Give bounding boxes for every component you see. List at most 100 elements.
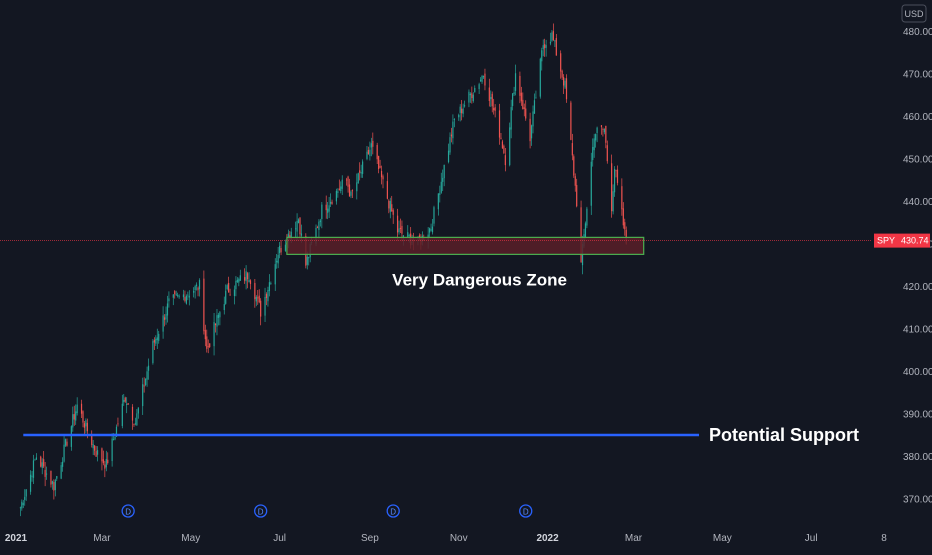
candle-body — [143, 385, 145, 387]
candle-body — [341, 179, 343, 189]
candle-body — [509, 127, 511, 166]
candle-body — [258, 295, 260, 303]
candle-body — [274, 264, 276, 285]
candle-body — [539, 58, 541, 97]
candle-body — [447, 150, 450, 163]
dangerous-zone-label: Very Dangerous Zone — [392, 270, 567, 289]
candle-body — [576, 185, 578, 207]
candle-body — [112, 438, 115, 440]
candle-body — [168, 298, 170, 302]
last-price-tag: SPY 430.74 — [874, 233, 930, 248]
candle-body — [206, 336, 208, 349]
currency-badge[interactable] — [901, 4, 927, 23]
candle-body — [249, 280, 252, 284]
candle-body — [329, 201, 332, 204]
x-tick-label: Mar — [625, 533, 643, 544]
candle-body — [522, 99, 524, 110]
candle-body — [21, 501, 23, 509]
candle-body — [217, 314, 220, 318]
candle-body — [580, 207, 582, 263]
candle-body — [95, 451, 97, 457]
candle-body — [603, 128, 605, 133]
candle-body — [602, 129, 604, 130]
candle-body — [348, 184, 351, 197]
candle-body — [325, 204, 327, 211]
candle-body — [114, 436, 116, 440]
candle-body — [468, 91, 470, 103]
candle-body — [203, 278, 205, 332]
candle-body — [188, 295, 190, 298]
candle-body — [172, 294, 174, 298]
candle-body — [134, 423, 137, 425]
candle-body — [104, 464, 106, 469]
candle-body — [284, 244, 287, 251]
candle-body — [461, 108, 463, 114]
candle-body — [66, 441, 68, 446]
candle-body — [592, 146, 594, 161]
candle-body — [213, 322, 215, 347]
candle-body — [535, 97, 537, 99]
candle-body — [523, 107, 525, 109]
x-tick-label: Nov — [450, 533, 468, 544]
candle-body — [70, 426, 72, 447]
candle-body — [198, 280, 201, 290]
candle-body — [388, 200, 390, 209]
dividend-marker[interactable] — [121, 504, 135, 518]
dividend-marker[interactable] — [386, 504, 400, 518]
candle-body — [214, 323, 217, 326]
y-tick-label: 420.00 — [903, 282, 932, 293]
dividend-marker[interactable] — [519, 504, 533, 518]
candle-body — [396, 215, 399, 233]
dividend-marker[interactable] — [254, 504, 268, 518]
candle-body — [233, 289, 236, 296]
candle-body — [19, 507, 21, 509]
candle-body — [280, 248, 282, 253]
candle-body — [584, 223, 587, 238]
y-axis[interactable]: 370.00 380.00 390.00 400.00 410.00 420.00 430.… — [903, 27, 932, 506]
x-axis[interactable]: 2021 Mar May Jul Sep Nov 2022 Mar May Jul 8 — [5, 533, 887, 544]
candle-body — [321, 204, 323, 219]
candle-body — [44, 469, 46, 477]
candle-body — [239, 275, 241, 281]
candle-body — [337, 191, 339, 193]
candle-body — [562, 77, 565, 86]
candle-body — [279, 245, 281, 253]
candle-body — [166, 303, 169, 316]
candle-body — [386, 181, 388, 199]
candle-body — [600, 125, 603, 127]
candle-body — [611, 163, 613, 212]
candle-body — [270, 282, 272, 284]
candle-body — [595, 134, 597, 141]
candle-body — [529, 118, 531, 142]
dangerous-zone-box[interactable] — [286, 236, 645, 255]
overlays-layer: Very Dangerous Zone Potential Support — [23, 236, 859, 445]
candle-body — [338, 188, 340, 191]
candle-body — [357, 173, 359, 183]
candle-body — [560, 53, 562, 72]
candle-body — [63, 444, 65, 462]
candles-layer — [19, 23, 627, 517]
candle-body — [223, 304, 225, 311]
y-tick-label: 380.00 — [903, 452, 932, 463]
candle-body — [366, 151, 368, 159]
candle-body — [40, 456, 42, 467]
candle-body — [29, 474, 32, 492]
candle-body — [530, 125, 533, 139]
candle-body — [187, 294, 189, 296]
candle-body — [596, 127, 598, 134]
candle-body — [306, 256, 308, 265]
candle-body — [54, 480, 56, 491]
candle-body — [474, 87, 476, 93]
candle-body — [389, 200, 391, 212]
candle-body — [105, 458, 107, 468]
candle-body — [133, 423, 135, 425]
candle-body — [347, 176, 349, 187]
candle-body — [153, 339, 155, 343]
candle-body — [94, 445, 96, 451]
candle-body — [115, 426, 118, 437]
candle-body — [606, 145, 608, 162]
candle-body — [62, 461, 64, 467]
candle-body — [469, 93, 471, 96]
